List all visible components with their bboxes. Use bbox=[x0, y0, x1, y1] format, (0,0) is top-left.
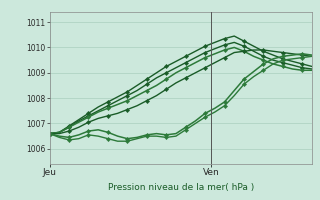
X-axis label: Pression niveau de la mer( hPa ): Pression niveau de la mer( hPa ) bbox=[108, 183, 254, 192]
